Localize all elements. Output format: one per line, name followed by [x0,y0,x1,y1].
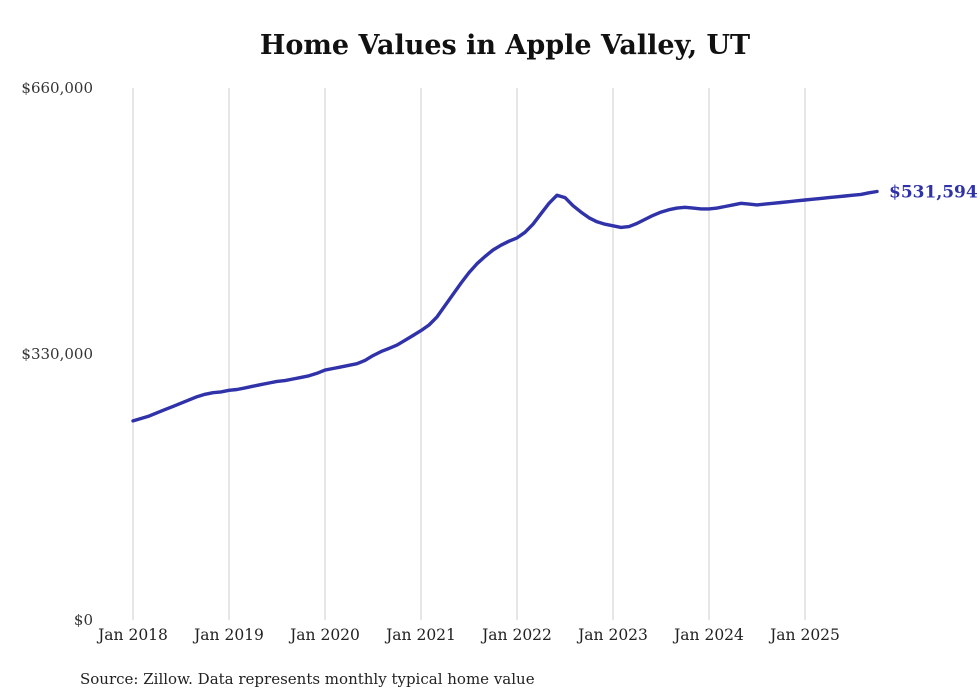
line-series [131,189,879,423]
source-note: Source: Zillow. Data represents monthly … [80,670,535,688]
x-tick-label: Jan 2024 [672,626,744,644]
chart-title: Home Values in Apple Valley, UT [260,30,750,61]
x-tick-label: Jan 2025 [768,626,840,644]
gridlines [132,88,806,620]
x-tick-label: Jan 2023 [576,626,648,644]
x-tick-label: Jan 2021 [384,626,456,644]
x-tick-label: Jan 2022 [480,626,552,644]
y-tick-label: $330,000 [21,345,93,363]
y-tick-label: $660,000 [21,79,93,97]
x-tick-label: Jan 2018 [96,626,168,644]
x-tick-label: Jan 2020 [288,626,360,644]
y-tick-label: $0 [74,611,93,629]
y-axis-labels: $0 $330,000 $660,000 [21,79,93,629]
x-axis-labels: Jan 2018 Jan 2019 Jan 2020 Jan 2021 Jan 2022… [96,626,840,644]
x-tick-label: Jan 2019 [192,626,264,644]
series-end-value-label: $531,594 [889,183,978,203]
